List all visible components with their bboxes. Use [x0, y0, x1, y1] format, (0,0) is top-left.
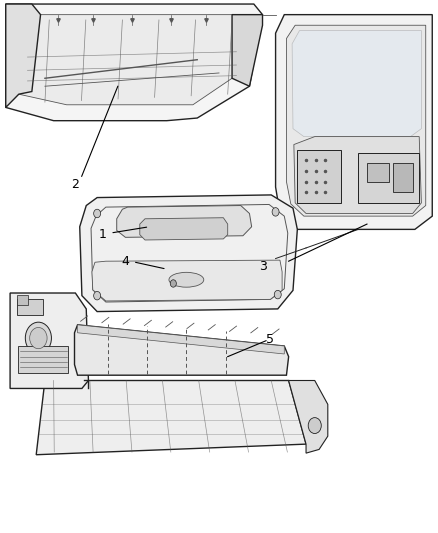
Polygon shape [78, 325, 284, 354]
Ellipse shape [169, 272, 204, 287]
Polygon shape [92, 260, 282, 301]
Polygon shape [6, 4, 41, 108]
Circle shape [94, 292, 101, 300]
Circle shape [25, 322, 51, 354]
Polygon shape [289, 381, 328, 453]
Bar [17, 300, 43, 316]
Bar [393, 163, 413, 192]
Bar [367, 163, 389, 182]
Polygon shape [117, 206, 252, 237]
Circle shape [272, 208, 279, 216]
Polygon shape [286, 25, 426, 216]
Circle shape [274, 290, 281, 299]
Text: 2: 2 [71, 178, 79, 191]
Text: 3: 3 [258, 260, 266, 273]
Polygon shape [297, 150, 341, 203]
Text: 4: 4 [121, 255, 129, 268]
Circle shape [170, 280, 177, 287]
Text: 1: 1 [99, 228, 106, 241]
Polygon shape [358, 152, 419, 203]
Polygon shape [292, 30, 421, 136]
Text: 5: 5 [266, 333, 274, 345]
Polygon shape [80, 195, 297, 312]
Bar [17, 295, 28, 305]
Polygon shape [276, 14, 432, 229]
Polygon shape [74, 325, 289, 375]
Polygon shape [140, 217, 228, 240]
Circle shape [30, 327, 47, 349]
Circle shape [308, 418, 321, 433]
Polygon shape [36, 381, 306, 455]
Polygon shape [10, 293, 88, 389]
Polygon shape [294, 136, 421, 214]
Bar [18, 346, 68, 373]
Circle shape [94, 209, 101, 217]
Polygon shape [6, 4, 262, 120]
Polygon shape [232, 14, 262, 86]
Polygon shape [14, 14, 245, 105]
